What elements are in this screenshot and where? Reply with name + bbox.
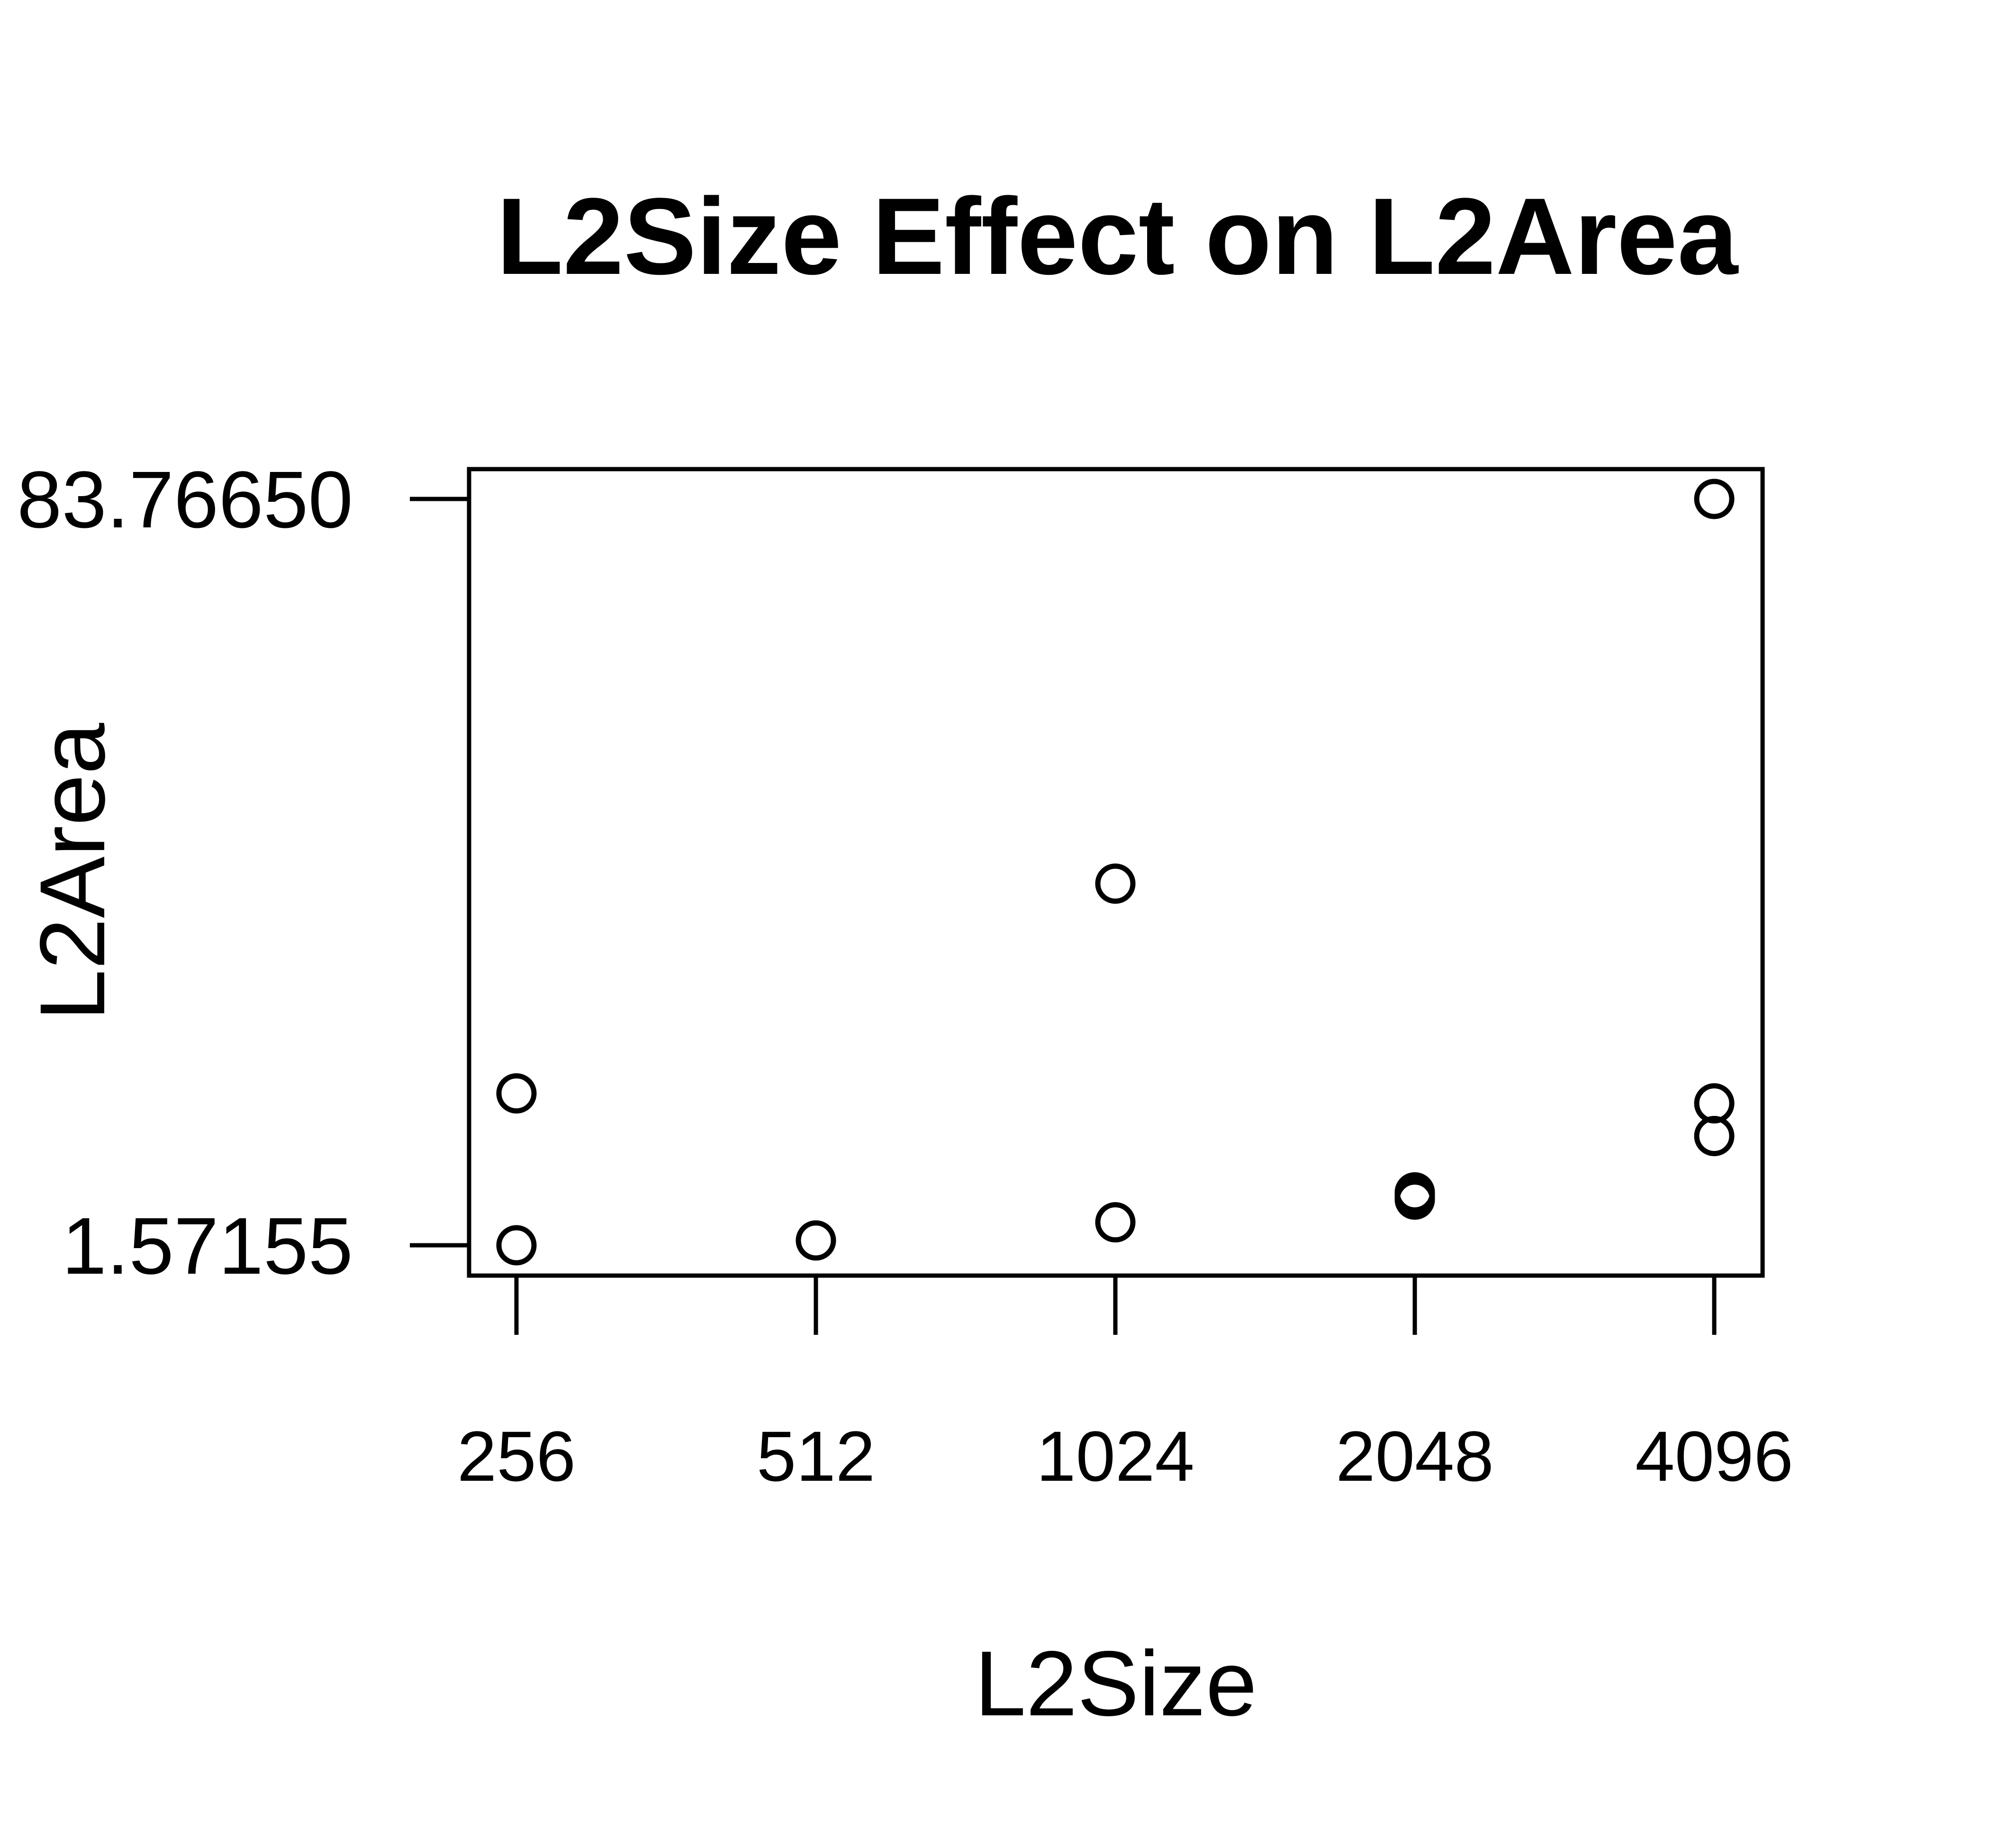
x-tick-label: 256: [457, 1416, 576, 1496]
data-point: [1694, 479, 1735, 519]
x-axis-label: L2Size: [975, 1632, 1257, 1735]
y-tick-label: 83.76650: [17, 455, 353, 545]
x-tick-label: 2048: [1336, 1416, 1494, 1496]
x-tick-label: 512: [757, 1416, 875, 1496]
x-axis: 256 512 1024 2048 4096: [457, 1276, 1793, 1496]
plot-frame: [467, 467, 1765, 1278]
chart-title: L2Size Effect on L2Area: [497, 175, 1739, 297]
y-axis-label: L2Area: [21, 723, 124, 1021]
data-point: [1394, 1179, 1435, 1220]
data-point: [1694, 1083, 1735, 1124]
data-point: [796, 1220, 836, 1261]
y-axis: 1.57155 83.76650: [17, 455, 469, 1291]
data-point: [1095, 863, 1136, 904]
data-point: [496, 1225, 537, 1266]
data-point: [496, 1073, 537, 1114]
x-tick-label: 1024: [1036, 1416, 1194, 1496]
data-point: [1694, 1116, 1735, 1157]
data-point: [1095, 1202, 1136, 1243]
data-points: [496, 479, 1735, 1266]
y-tick-label: 1.57155: [62, 1201, 353, 1291]
x-tick-label: 4096: [1635, 1416, 1793, 1496]
